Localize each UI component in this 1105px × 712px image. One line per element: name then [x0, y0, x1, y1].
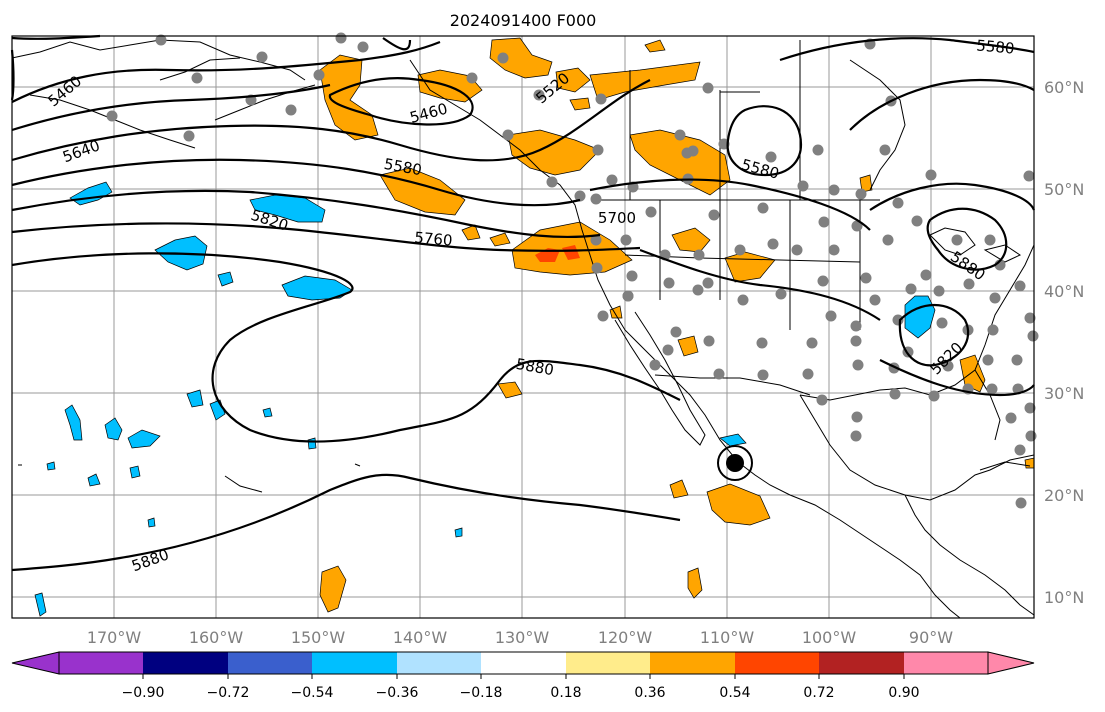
- lon-label: 170°W: [87, 628, 142, 647]
- colorbar-bin: [819, 652, 904, 674]
- lat-label: 40°N: [1044, 282, 1084, 301]
- colorbar-bin: [312, 652, 397, 674]
- colorbar-over-arrow: [987, 651, 1035, 675]
- lon-label: 150°W: [291, 628, 346, 647]
- colorbar-tick-label: 0.36: [634, 685, 665, 701]
- colorbar-bin: [59, 652, 143, 674]
- colorbar-tick-label: 0.90: [888, 685, 919, 701]
- contour-label: 5760: [414, 228, 454, 249]
- colorbar-bin: [650, 652, 735, 674]
- lon-label: 90°W: [909, 628, 953, 647]
- lat-label: 50°N: [1044, 180, 1084, 199]
- map-title: 2024091400 F000: [450, 11, 597, 30]
- storm-center-marker: [717, 445, 753, 481]
- colorbar-bin: [228, 652, 312, 674]
- lon-label: 110°W: [700, 628, 755, 647]
- colorbar-tick-label: −0.90: [122, 685, 165, 701]
- colorbar-ticks: [142, 674, 905, 679]
- lat-label: 20°N: [1044, 486, 1084, 505]
- lat-label: 60°N: [1044, 78, 1084, 97]
- colorbar-bin: [397, 652, 481, 674]
- colorbar-bin: [566, 652, 650, 674]
- colorbar-tick-label: −0.54: [291, 685, 334, 701]
- negative-anomaly-areas: [34, 181, 936, 617]
- lon-label: 120°W: [598, 628, 653, 647]
- colorbar-tick-label: 0.54: [719, 685, 750, 701]
- colorbar-outline: [58, 651, 989, 675]
- map-frame: [11, 35, 1035, 619]
- colorbar-under-arrow: [11, 651, 60, 675]
- lon-label: 130°W: [495, 628, 550, 647]
- latitude-labels: 60°N 50°N 40°N 30°N 20°N 10°N: [1044, 78, 1084, 607]
- lat-label: 30°N: [1044, 384, 1084, 403]
- colorbar-tick-label: 0.72: [803, 685, 834, 701]
- lon-label: 160°W: [189, 628, 244, 647]
- colorbar: −0.90 −0.72 −0.54 −0.36 −0.18 0.18 0.36 …: [11, 651, 1035, 701]
- lon-label: 140°W: [393, 628, 448, 647]
- map-content: 5460 5640 5580 5820 5760 5700 5880 5580 …: [10, 32, 1039, 619]
- longitude-labels: 170°W 160°W 150°W 140°W 130°W 120°W 110°…: [87, 628, 953, 647]
- colorbar-bin: [735, 652, 819, 674]
- colorbar-tick-label: −0.36: [376, 685, 419, 701]
- height-contours: [10, 34, 1036, 572]
- contour-label: 5580: [976, 36, 1016, 57]
- lon-label: 100°W: [802, 628, 857, 647]
- contour-label: 5700: [598, 209, 636, 227]
- colorbar-bin: [481, 652, 566, 674]
- station-markers: [106, 32, 1039, 509]
- colorbar-bin: [904, 652, 988, 674]
- colorbar-tick-label: −0.18: [460, 685, 503, 701]
- colorbar-bin: [143, 652, 228, 674]
- lat-label: 10°N: [1044, 588, 1084, 607]
- colorbar-tick-label: −0.72: [207, 685, 250, 701]
- map-background: [12, 36, 1034, 618]
- colorbar-tick-label: 0.18: [550, 685, 581, 701]
